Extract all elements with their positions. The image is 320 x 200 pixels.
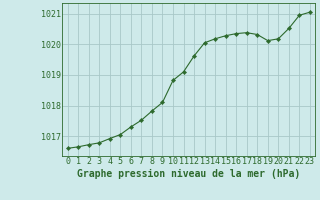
X-axis label: Graphe pression niveau de la mer (hPa): Graphe pression niveau de la mer (hPa) [77, 169, 300, 179]
